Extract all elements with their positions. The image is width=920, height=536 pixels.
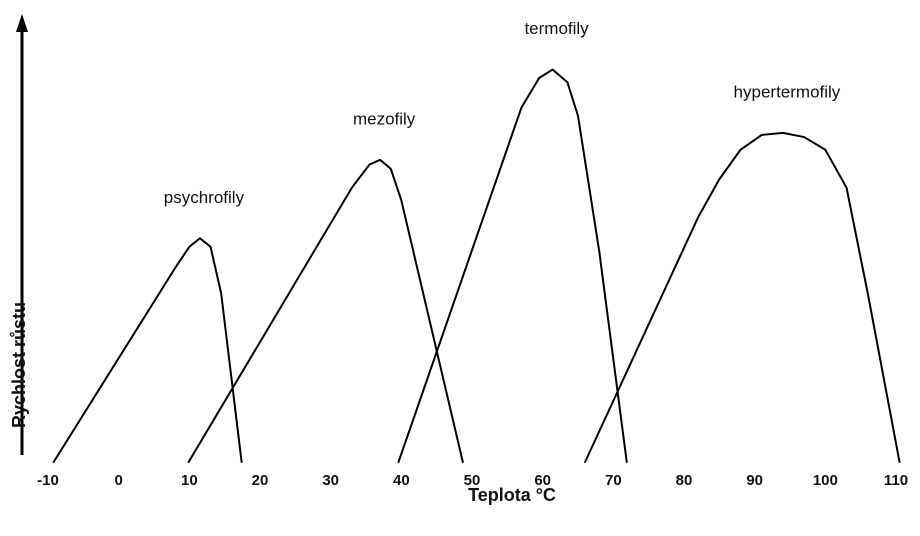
x-tick-label: 40 <box>393 472 410 489</box>
x-tick-label: 70 <box>605 472 622 489</box>
series-label: mezofily <box>353 109 416 128</box>
curve <box>52 237 243 463</box>
x-tick-label: 30 <box>322 472 339 489</box>
curve <box>187 158 464 463</box>
y-axis-title: Rychlost růstu <box>9 302 29 428</box>
x-tick-label: 20 <box>252 472 269 489</box>
x-axis-title: Teplota °C <box>468 485 556 505</box>
curve <box>397 68 628 463</box>
x-tick-label: 10 <box>181 472 198 489</box>
x-tick-label: 60 <box>534 472 551 489</box>
x-tick-label: -10 <box>37 472 59 489</box>
x-tick-label: 0 <box>114 472 122 489</box>
x-tick-label: 80 <box>676 472 693 489</box>
x-tick-label: 50 <box>464 472 481 489</box>
y-axis-arrowhead <box>16 14 28 32</box>
x-tick-label: 90 <box>746 472 763 489</box>
x-tick-label: 110 <box>884 472 908 489</box>
series-label: hypertermofily <box>734 82 841 101</box>
series-label: termofily <box>524 19 589 38</box>
x-tick-label: 100 <box>813 472 838 489</box>
series-label: psychrofily <box>164 188 245 207</box>
curve <box>584 131 901 463</box>
